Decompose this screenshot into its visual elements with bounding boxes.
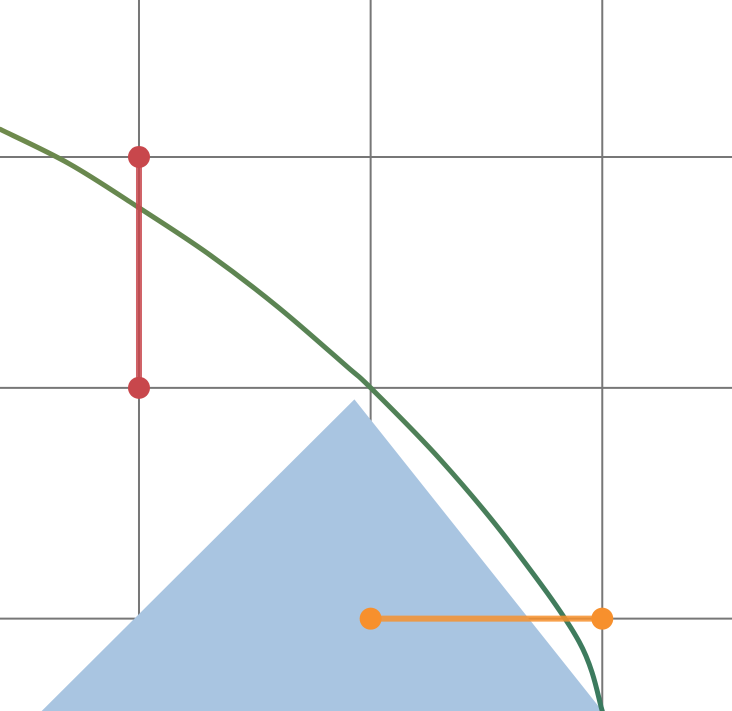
curve-layer: [0, 126, 605, 711]
shaded-region: [41, 399, 603, 711]
segments-layer: [127, 145, 614, 630]
red-segment-start-point: [127, 145, 150, 168]
orange-segment-start-point: [359, 607, 382, 630]
orange-segment-end-point: [591, 607, 614, 630]
curve: [0, 126, 605, 711]
orange-segment: [359, 607, 614, 630]
red-segment-end-point: [127, 376, 150, 399]
shaded-region-layer: [41, 399, 603, 711]
red-segment: [127, 145, 150, 399]
